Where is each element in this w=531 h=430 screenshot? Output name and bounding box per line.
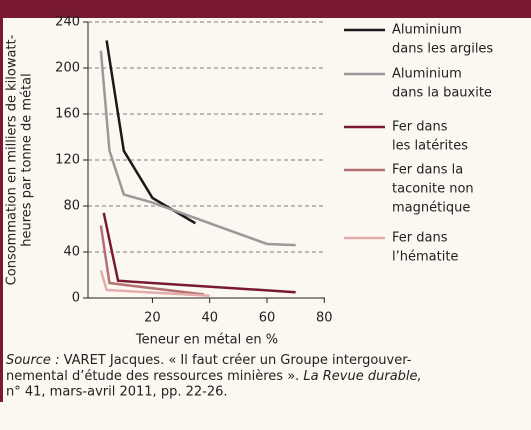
x-axis-label: Teneur en métal en % (135, 333, 278, 348)
source-line: Source : VARET Jacques. « Il faut créer … (6, 353, 412, 368)
left-border (0, 0, 3, 402)
series-line (99, 50, 296, 247)
x-tick-label: 20 (144, 311, 161, 326)
legend-label: taconite non (392, 182, 474, 197)
legend-label: Aluminium (392, 67, 462, 82)
x-tick-label: 40 (201, 311, 218, 326)
y-tick-label: 200 (55, 61, 80, 76)
x-tick-label: 60 (259, 311, 276, 326)
y-axis-label-line: heures par tonne de métal (20, 73, 35, 247)
legend-label: Aluminium (392, 23, 462, 38)
legend-label: les latérites (392, 139, 468, 154)
legend-label: Fer dans la (392, 163, 463, 178)
series-line (102, 212, 296, 294)
series-line (99, 225, 205, 296)
y-tick-label: 120 (55, 153, 80, 168)
source-line: n° 41, mars-avril 2011, pp. 22-26. (6, 385, 228, 400)
source-line: nemental d’étude des ressources minières… (6, 369, 422, 384)
series-line (99, 270, 210, 297)
y-tick-label: 80 (63, 199, 80, 214)
legend-label: Fer dans (392, 231, 448, 246)
source-journal: La Revue durable, (303, 369, 421, 384)
legend-label: magnétique (392, 201, 470, 216)
y-axis-label-line: Consommation en milliers de kilowatt- (5, 34, 20, 285)
legend-label: Fer dans (392, 120, 448, 135)
source-label: Source : (6, 353, 59, 368)
legend-label: dans les argiles (392, 42, 493, 57)
source-text: VARET Jacques. « Il faut créer un Groupe… (64, 353, 412, 368)
y-tick-label: 160 (55, 107, 80, 122)
y-axis-label: Consommation en milliers de kilowatt- he… (5, 34, 35, 285)
x-tick-label: 80 (316, 311, 333, 326)
y-tick-label: 40 (63, 245, 80, 260)
y-tick-label: 0 (72, 291, 80, 306)
top-band (0, 0, 531, 18)
legend-label: l’hématite (392, 250, 458, 265)
legend-label: dans la bauxite (392, 86, 492, 101)
source-text: nemental d’étude des ressources minières… (6, 369, 303, 384)
y-tick-label: 240 (55, 15, 80, 30)
